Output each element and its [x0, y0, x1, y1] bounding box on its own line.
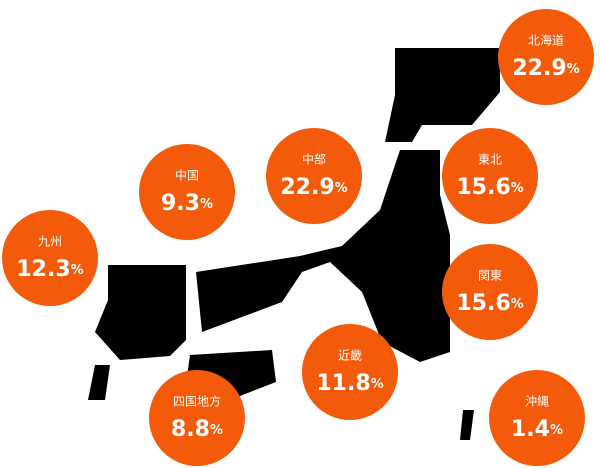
region-bubbles: 北海道22.9%東北15.6%関東15.6%中部22.9%近畿11.8%中国9.…	[2, 9, 594, 466]
region-bubble: 四国地方 8.8%	[149, 370, 245, 466]
region-value-label: 15.6%	[456, 175, 523, 200]
region-value-label: 22.9%	[512, 56, 579, 81]
region-value-label: 12.3%	[16, 257, 83, 282]
region-name: 中部	[302, 152, 326, 167]
region-unit: %	[511, 297, 524, 312]
region-unit: %	[371, 377, 384, 392]
region-unit: %	[335, 181, 348, 196]
region-name: 九州	[38, 235, 62, 249]
region-value: 22.9	[280, 175, 334, 200]
region-name: 四国地方	[173, 394, 221, 409]
region-name: 沖縄	[525, 394, 549, 409]
region-value-label: 22.9%	[280, 175, 347, 200]
region-name: 中国	[175, 168, 199, 183]
region-unit: %	[71, 263, 84, 278]
region-name: 東北	[478, 153, 502, 167]
region-bubble: 沖縄 1.4%	[489, 370, 585, 466]
region-value: 9.3	[161, 191, 200, 216]
region-value: 15.6	[456, 291, 510, 316]
region-name: 近畿	[338, 349, 362, 363]
region-unit: %	[210, 423, 223, 438]
bubble-circle	[149, 370, 245, 466]
region-value: 8.8	[171, 417, 210, 442]
bubble-circle	[2, 210, 98, 306]
region-unit: %	[511, 181, 524, 196]
bubble-circle	[302, 324, 398, 420]
bubble-circle	[498, 9, 594, 105]
region-bubble: 中部 22.9%	[266, 128, 362, 224]
region-unit: %	[550, 423, 563, 438]
region-bubble: 近畿 11.8%	[302, 324, 398, 420]
region-unit: %	[200, 197, 213, 212]
region-value: 1.4	[511, 417, 550, 442]
region-value-label: 1.4%	[511, 417, 563, 442]
region-value: 15.6	[456, 175, 510, 200]
bubble-circle	[139, 144, 235, 240]
bubble-circle	[442, 244, 538, 340]
region-name: 関東	[478, 269, 502, 283]
region-bubble: 九州 12.3%	[2, 210, 98, 306]
japan-map	[88, 48, 500, 440]
region-value-label: 8.8%	[171, 417, 223, 442]
region-bubble: 北海道 22.9%	[498, 9, 594, 105]
region-bubble: 関東 15.6%	[442, 244, 538, 340]
region-bubble: 東北 15.6%	[442, 128, 538, 224]
region-value: 12.3	[16, 257, 70, 282]
region-bubble: 中国 9.3%	[139, 144, 235, 240]
region-value-label: 15.6%	[456, 291, 523, 316]
bubble-circle	[442, 128, 538, 224]
region-value: 11.8	[316, 371, 370, 396]
region-name: 北海道	[528, 33, 564, 48]
region-value-label: 9.3%	[161, 191, 213, 216]
bubble-circle	[489, 370, 585, 466]
region-value-label: 11.8%	[316, 371, 383, 396]
region-value: 22.9	[512, 56, 566, 81]
region-unit: %	[567, 62, 580, 77]
bubble-circle	[266, 128, 362, 224]
